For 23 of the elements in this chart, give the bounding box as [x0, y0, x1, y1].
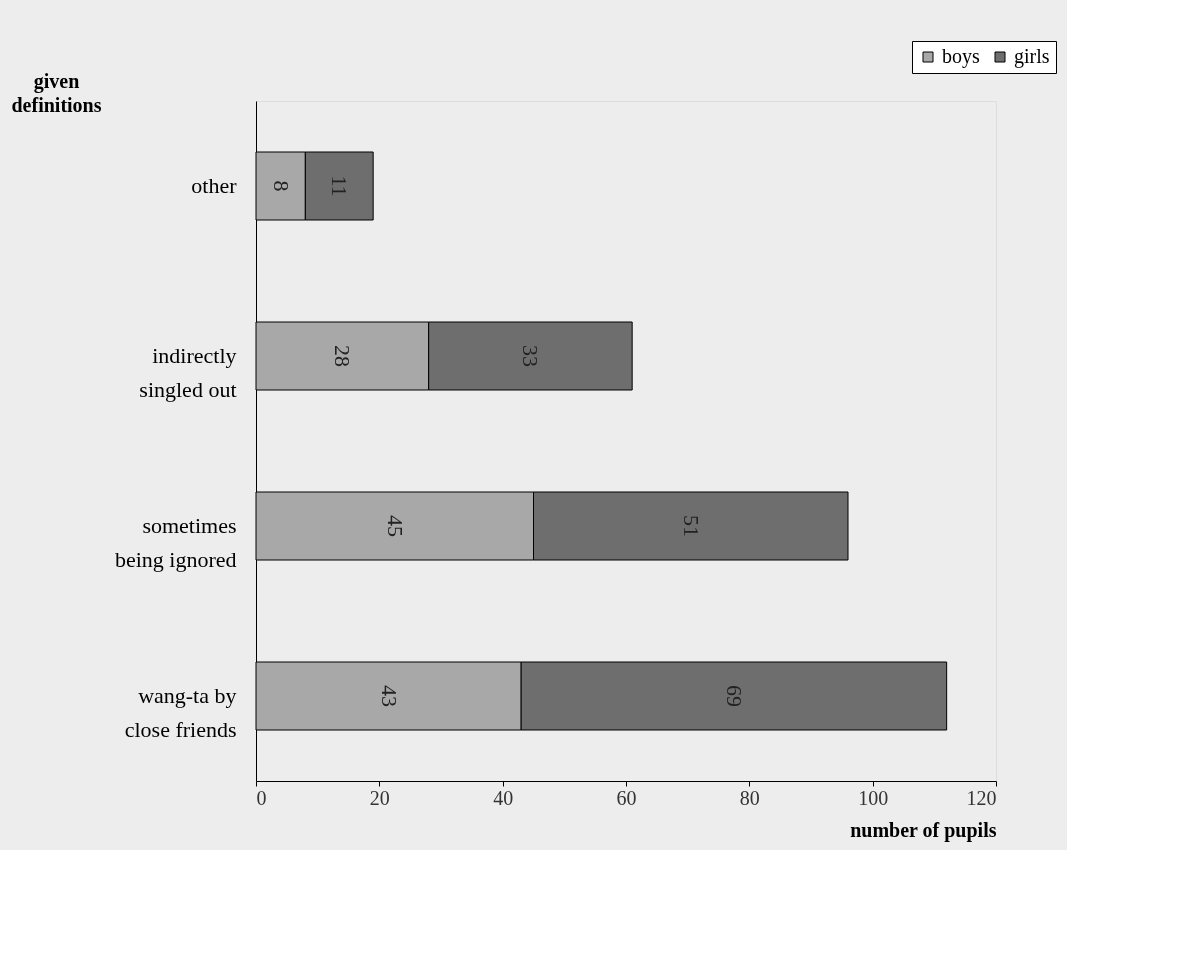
data-label: 51 — [678, 515, 704, 537]
x-tick-label: 80 — [739, 786, 760, 809]
data-label: 45 — [382, 515, 408, 537]
x-tick-label: 40 — [493, 786, 514, 809]
y-tick-label: wang-ta by close friends — [124, 683, 237, 742]
y-tick-label: indirectly singled out — [139, 343, 237, 402]
x-tick-label: 60 — [616, 786, 637, 809]
x-tick-label: 0 — [256, 786, 267, 809]
x-axis-title: number of pupils — [850, 818, 997, 842]
data-label: 69 — [721, 685, 747, 707]
data-label: 28 — [330, 345, 356, 367]
y-tick-label: sometimes being ignored — [114, 513, 237, 572]
legend-label: boys — [942, 45, 980, 68]
data-label: 43 — [376, 685, 402, 707]
data-label: 11 — [327, 175, 353, 197]
x-tick-label: 100 — [858, 786, 889, 809]
y-axis-title: given definitions — [11, 69, 102, 116]
x-tick-label: 120 — [966, 786, 997, 809]
legend-label: girls — [1014, 45, 1050, 68]
x-tick-label: 20 — [369, 786, 390, 809]
data-label: 33 — [518, 345, 544, 367]
y-tick-label: other — [191, 173, 238, 198]
data-label: 8 — [268, 180, 294, 192]
